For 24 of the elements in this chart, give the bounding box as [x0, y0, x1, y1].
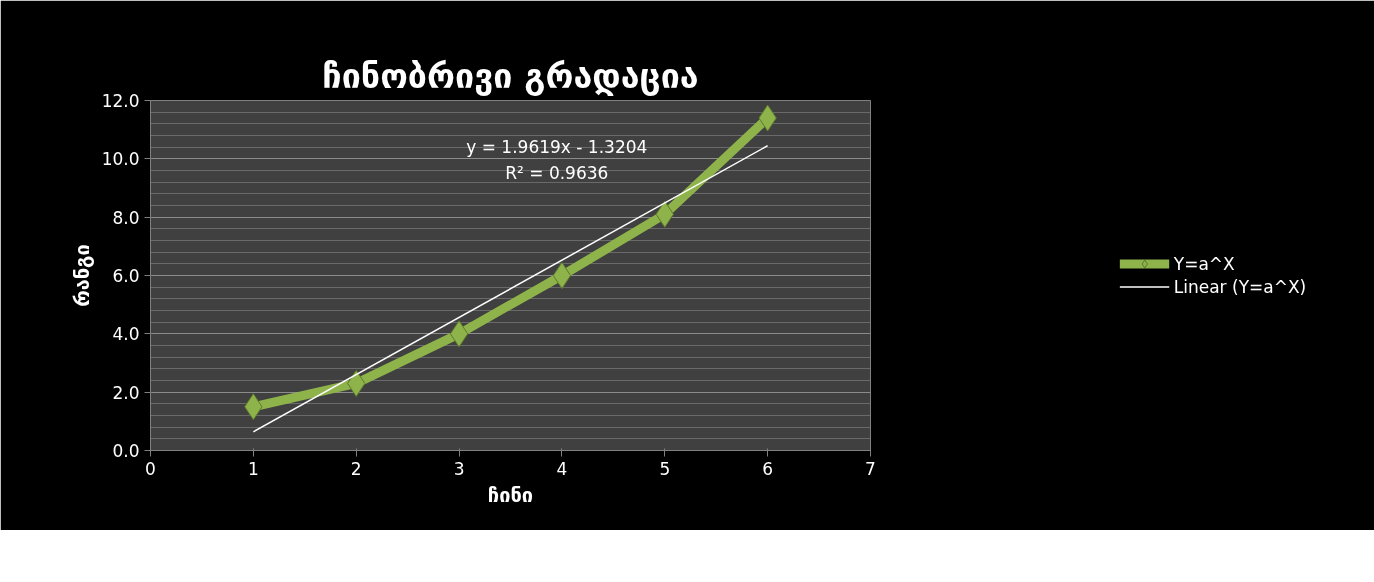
- point: [449, 320, 469, 348]
- x-tick-label: 1: [247, 458, 259, 479]
- y-tick-label: 6.0: [112, 266, 140, 286]
- y-tick-label: 2.0: [112, 382, 140, 403]
- y-axis-title: რანგი: [69, 244, 94, 307]
- legend-label: Y=a^X: [1173, 253, 1235, 274]
- y-tick-label: 8.0: [112, 207, 140, 228]
- y-tick-label: 10.0: [101, 149, 140, 170]
- point: [552, 262, 572, 289]
- annotation: y = 1.9619x - 1.3204: [466, 136, 648, 157]
- x-tick-label: 5: [659, 458, 671, 479]
- chart-title: ჩინობრივი გრადაცია: [322, 55, 699, 96]
- legend-label: Linear (Y=a^X): [1173, 276, 1307, 297]
- x-tick-label: 4: [556, 458, 568, 479]
- annotation: R² = 0.9636: [505, 162, 609, 183]
- y-tick-label: 0.0: [112, 441, 140, 461]
- x-tick-label: 3: [453, 458, 465, 479]
- x-tick-label: 7: [865, 458, 876, 479]
- x-axis-title: ჩინი: [487, 482, 534, 507]
- x-tick-label: 0: [145, 458, 156, 479]
- y-tick-label: 4.0: [112, 324, 140, 345]
- x-tick-label: 6: [762, 458, 774, 479]
- x-tick-label: 2: [350, 458, 362, 479]
- y-tick-label: 12.0: [101, 91, 140, 111]
